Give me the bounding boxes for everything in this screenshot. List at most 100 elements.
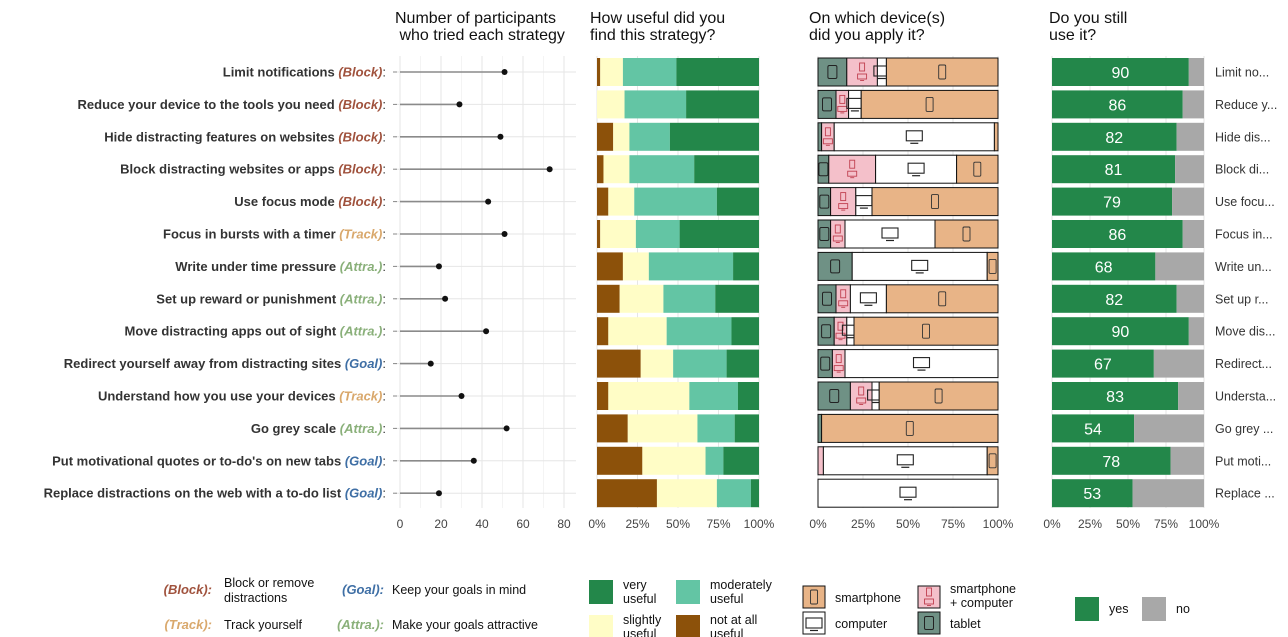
icon-computer-part: [857, 73, 868, 80]
panel-title-line: who tried each strategy: [395, 27, 565, 44]
moderately-useful-segment: [624, 90, 687, 119]
strategy-label: Reduce your device to the tools you need…: [78, 97, 386, 112]
legend-usefulness-text: useful: [623, 627, 656, 637]
x-tick-label: 80: [557, 517, 571, 531]
smartphone-computer-icon: [838, 192, 849, 211]
smartphone-segment: [986, 446, 999, 476]
short-strategy-label: Go grey ...: [1215, 422, 1273, 436]
icon-phone-part: [834, 224, 841, 234]
slightly-useful-segment: [600, 58, 623, 86]
lollipop-point: [435, 263, 442, 270]
icon-phone-part: [839, 94, 846, 104]
strategy-category: (Block): [338, 129, 382, 144]
icon-computer-part: [838, 300, 849, 307]
computer-screen: [859, 292, 877, 304]
legend-swatch-smartphone-computer: [917, 585, 941, 609]
x-tick-label: 25%: [851, 517, 875, 531]
strategy-colon: :: [382, 97, 386, 112]
icon-phone-part: [840, 289, 847, 299]
short-strategy-label: Focus in...: [1215, 228, 1273, 242]
tablet-segment: [817, 349, 833, 379]
computer-icon: [896, 454, 914, 468]
computer-segment: [822, 446, 988, 476]
strategy-name: Focus in bursts with a timer: [163, 227, 339, 242]
smartphone-icon: [931, 194, 939, 210]
legend-device-text: smartphone: [950, 582, 1016, 596]
panel-title-line: did you apply it?: [809, 27, 925, 44]
smartphone-icon: [988, 453, 997, 469]
computer-screen: [896, 454, 914, 466]
smartphone-segment: [885, 284, 999, 314]
no-segment: [1182, 90, 1204, 119]
strategy-name: Use focus mode: [234, 194, 338, 209]
strategy-label: Redirect yourself away from distracting …: [64, 356, 386, 371]
smartphone-segment: [853, 316, 999, 346]
strategy-label: Move distracting apps out of sight (Attr…: [125, 324, 386, 339]
smartphone-segment: [821, 413, 999, 443]
smartphone-computer-icon: [837, 94, 848, 114]
yes-segment: [1052, 90, 1183, 119]
smartphone-computer-segment: [828, 154, 877, 184]
icon-computer-part: [822, 138, 833, 145]
slightly-useful-segment: [613, 122, 630, 151]
strategy-colon: :: [382, 421, 386, 436]
computer-screen: [899, 486, 917, 498]
icon-computer-part: [856, 397, 867, 404]
tablet-segment: [817, 251, 853, 281]
computer-icon: [899, 486, 917, 501]
yes-segment: [1052, 155, 1176, 184]
computer-screen: [881, 227, 899, 239]
strategy-label: Understand how you use your devices (Tra…: [98, 389, 386, 404]
no-segment: [1132, 479, 1204, 508]
strategy-colon: :: [382, 162, 386, 177]
panel-participants: 0 20 40 60 80: [393, 56, 576, 531]
x-tick-label: 50%: [666, 517, 690, 531]
icon-phone-part: [858, 386, 865, 396]
very-useful-segment: [694, 155, 759, 184]
legend-category-tag: (Goal):: [342, 582, 384, 597]
lollipop-point: [485, 198, 492, 205]
smartphone-icon: [973, 161, 982, 177]
smartphone-computer-segment: [846, 57, 878, 87]
yes-percent-label: 79: [1103, 195, 1121, 212]
legend-device-text: tablet: [950, 617, 981, 631]
short-strategy-label: Understa...: [1215, 390, 1276, 404]
computer-segment: [833, 122, 995, 152]
tablet-segment: [817, 413, 823, 443]
legend-usefulness-text: useful: [710, 592, 743, 606]
strategy-label: Hide distracting features on websites (B…: [104, 129, 386, 144]
strategy-name: Hide distracting features on websites: [104, 129, 338, 144]
smartphone-computer-icon: [857, 62, 868, 81]
x-tick-label: 100%: [744, 517, 775, 531]
tablet-segment: [817, 57, 848, 87]
computer-icon: [859, 292, 877, 306]
strategy-colon: :: [382, 259, 386, 274]
no-segment: [1178, 382, 1204, 410]
legend-swatch-moderately-useful: [676, 580, 700, 604]
strategy-name: Set up reward or punishment: [156, 291, 339, 306]
smartphone-computer-icon: [847, 159, 858, 179]
strategy-colon: :: [382, 65, 386, 80]
moderately-useful-segment: [689, 382, 738, 410]
smartphone-segment: [871, 187, 999, 217]
strategy-label: Focus in bursts with a timer (Track):: [163, 227, 386, 242]
legend-usefulness-text: very: [623, 578, 647, 592]
yes-percent-label: 82: [1105, 292, 1123, 309]
strategy-category: (Goal): [345, 356, 383, 371]
tablet-icon: [827, 65, 838, 79]
legend-still-use-text: yes: [1109, 602, 1128, 616]
computer-segment: [844, 349, 999, 379]
panel-devices: 0% 25% 50% 75% 100%: [809, 56, 1014, 531]
computer-segment: [848, 89, 862, 119]
very-useful-segment: [716, 187, 759, 216]
tablet-icon: [818, 162, 829, 177]
not-at-all-useful-segment: [597, 382, 609, 410]
short-strategy-label: Put moti...: [1215, 454, 1271, 468]
no-segment: [1182, 220, 1204, 248]
x-tick-label: 60: [516, 517, 530, 531]
strategy-category: (Goal): [345, 453, 383, 468]
legend-usefulness-text: slightly: [623, 613, 662, 627]
smartphone-computer-icon: [822, 127, 833, 146]
smartphone-computer-segment: [821, 122, 835, 152]
lollipop-point: [427, 360, 434, 367]
